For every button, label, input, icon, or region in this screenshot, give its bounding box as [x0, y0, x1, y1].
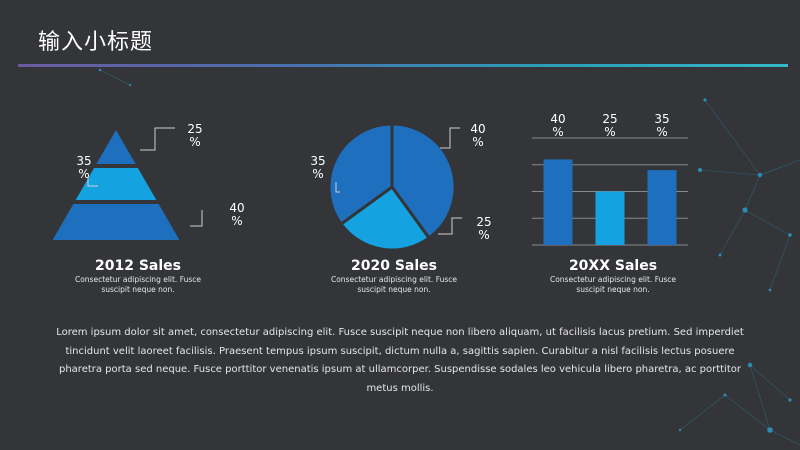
- chart-desc-20xx: Consectetur adipiscing elit. Fusce susci…: [549, 275, 677, 294]
- slice-label: 25%: [476, 215, 491, 242]
- leader-line: [335, 182, 340, 193]
- bar: [647, 170, 677, 245]
- chart-title-2012: 2012 Sales: [95, 258, 181, 274]
- pie-slice: [390, 122, 457, 241]
- pie-chart: 40 % 25 % 35%: [310, 122, 492, 252]
- bar-label: 25%: [602, 112, 617, 139]
- segment-label: 40%: [229, 201, 244, 228]
- pyramid-chart: 25 % 35 % 40%: [52, 122, 245, 240]
- pyramid-segment: [96, 130, 136, 164]
- bar-label: 40%: [550, 112, 565, 139]
- page-title: 输入小标题: [38, 30, 154, 55]
- leader-line: [87, 178, 98, 187]
- segment-label: 25%: [187, 122, 202, 149]
- bar-chart: 40 % 25 % 35%: [532, 112, 688, 246]
- pie-slice: [338, 184, 432, 252]
- pyramid-segment: [75, 168, 157, 200]
- leader-line: [438, 217, 462, 235]
- bar: [543, 159, 573, 245]
- slice-label: 35%: [310, 154, 325, 181]
- body-paragraph: Lorem ipsum dolor sit amet, consectetur …: [56, 327, 744, 394]
- chart-title-20xx: 20XX Sales: [568, 258, 658, 274]
- title-divider: [18, 64, 788, 67]
- leader-line: [190, 210, 203, 227]
- pie-slice: [327, 122, 394, 227]
- slice-label: 40%: [470, 122, 485, 149]
- pyramid-segment: [52, 204, 180, 240]
- leader-line: [440, 127, 460, 149]
- bar-label: 35%: [654, 112, 669, 139]
- bar: [595, 191, 625, 245]
- segment-label: 35%: [76, 154, 91, 181]
- chart-title-2020: 2020 Sales: [351, 258, 437, 274]
- chart-desc-2020: Consectetur adipiscing elit. Fusce susci…: [330, 275, 458, 294]
- leader-line: [140, 127, 175, 151]
- chart-desc-2012: Consectetur adipiscing elit. Fusce susci…: [74, 275, 202, 294]
